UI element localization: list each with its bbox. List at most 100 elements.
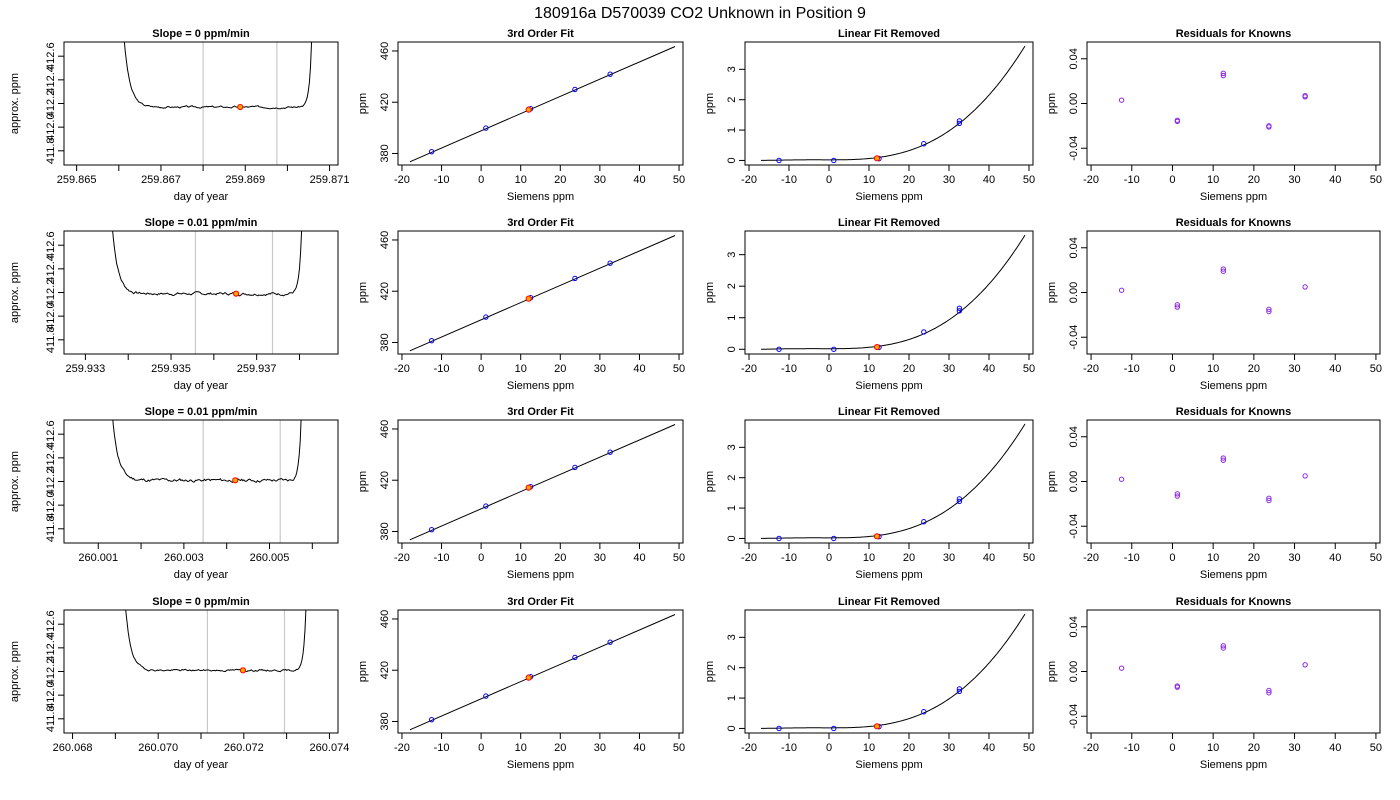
plot-frame [63,609,339,734]
x-tick-label: -20 [1083,552,1099,564]
y-axis-label: ppm [357,471,369,492]
y-tick-label: 0 [726,157,738,163]
x-tick-label: -10 [1124,363,1140,375]
fit-line [409,46,676,163]
panel-title: Residuals for Knowns [1176,28,1292,40]
y-axis-label: ppm [704,93,716,114]
x-tick-label: 260.074 [310,742,350,754]
y-tick-label: 460 [379,420,391,438]
x-tick-label: 50 [673,552,685,564]
x-tick-label: 0 [826,174,832,186]
known-point [607,639,613,645]
plot-area [1118,266,1308,315]
unknown-point [873,155,881,162]
residual-point [1266,124,1272,130]
unknown-point [233,290,240,297]
x-axis-label: day of year [174,191,229,203]
panel-fit: 3rd Order Fit -20 -10 0 10 20 30 40 50 Siemens pp… [357,28,685,203]
x-tick-label: 30 [943,742,955,754]
residual-point [1118,665,1125,671]
known-point [956,498,963,505]
y-tick-label: 3 [726,444,738,450]
y-tick-label: 0.00 [1068,471,1080,492]
y-tick-label: -0.04 [1068,514,1080,539]
y-tick-label: 0.00 [1068,661,1080,682]
x-axis-label: Siemens ppm [1200,380,1267,392]
x-tick-label: 0 [1169,742,1175,754]
unknown-point [873,533,881,540]
figure-title: 180916a D570039 CO2 Unknown in Position … [534,5,866,22]
y-tick-label: 412.6 [45,231,57,259]
x-axis-label: Siemens ppm [1200,759,1267,771]
unknown-point [873,723,881,730]
y-tick-label: 0.04 [1068,48,1080,69]
known-point [483,503,489,509]
y-tick-label: 0 [726,346,738,352]
known-point [428,148,435,155]
plot-area [1118,643,1308,696]
plot-area [409,614,676,731]
known-point [428,526,435,533]
y-tick-label: 411.8 [45,137,57,164]
x-tick-label: 10 [515,174,527,186]
known-point [831,346,837,352]
y-tick-label: 380 [379,712,391,730]
plot-frame [63,419,339,544]
x-tick-label: 20 [903,174,915,186]
residual-point [1174,304,1181,310]
x-tick-label: 40 [633,363,645,375]
trace-line [112,420,302,484]
residual-point [1174,684,1181,690]
panel-title: Linear Fit Removed [838,28,940,40]
y-tick-label: 420 [379,471,391,489]
x-tick-label: 20 [1248,174,1260,186]
y-tick-label: 412.0 [45,113,57,141]
x-tick-label: 259.933 [66,363,106,375]
unknown-point [525,484,532,491]
y-tick-label: 412.4 [45,444,57,472]
plot-area [112,420,302,543]
x-tick-label: 30 [1288,174,1300,186]
x-tick-label: 0 [826,742,832,754]
residual-point [1266,306,1272,312]
plot-area [409,46,676,163]
x-tick-label: 259.935 [151,363,191,375]
panel-title: Linear Fit Removed [838,596,940,608]
x-tick-label: -20 [741,552,757,564]
y-tick-label: 1 [726,695,738,701]
x-tick-label: -10 [434,174,450,186]
known-point [776,535,782,542]
x-tick-label: -20 [741,174,757,186]
known-point [956,308,963,314]
x-axis-label: Siemens ppm [855,759,922,771]
x-tick-label: 50 [1023,174,1035,186]
panel-title: Residuals for Knowns [1176,596,1292,608]
plot-area [1118,70,1308,130]
x-tick-label: -20 [394,742,410,754]
x-tick-label: 30 [594,552,606,564]
known-point [956,120,963,127]
plot-frame [397,609,684,734]
x-tick-label: 40 [983,174,995,186]
x-tick-label: -10 [781,174,797,186]
panel-title: 3rd Order Fit [507,406,574,418]
x-tick-label: -20 [741,742,757,754]
residual-point [1266,687,1272,694]
x-tick-label: 20 [903,742,915,754]
x-tick-label: 0 [1169,363,1175,375]
curve-line [761,613,1026,729]
y-axis-label: ppm [357,282,369,303]
x-tick-label: 0 [1169,552,1175,564]
plot-frame [397,419,684,544]
x-tick-label: 50 [673,742,685,754]
x-tick-label: -10 [434,552,450,564]
x-tick-label: 50 [1023,363,1035,375]
x-tick-label: 40 [1329,174,1341,186]
x-tick-label: 20 [554,742,566,754]
plot-frame [63,41,339,166]
residual-point [1118,476,1125,482]
x-tick-label: -10 [781,552,797,564]
x-tick-label: 20 [903,363,915,375]
y-tick-label: 420 [379,93,391,111]
x-tick-label: 259.865 [57,174,97,186]
